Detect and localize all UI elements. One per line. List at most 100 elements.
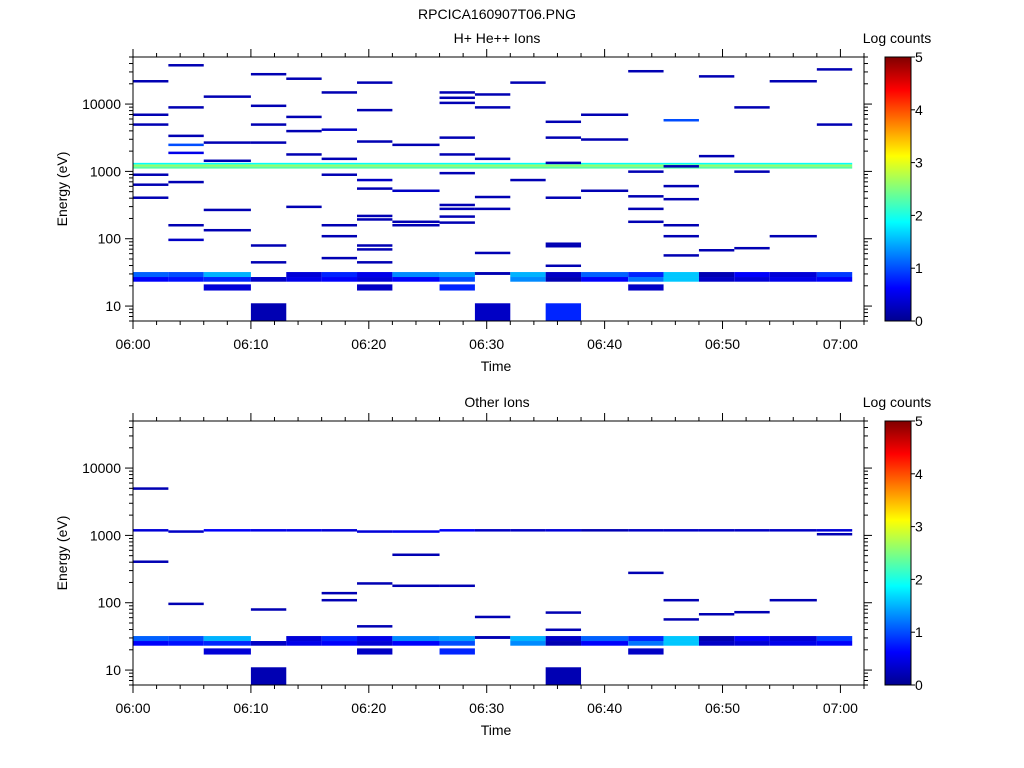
heatmap-cell	[392, 277, 440, 282]
heatmap-line	[474, 195, 511, 199]
heatmap-line	[250, 72, 287, 76]
heatmap-line	[628, 529, 664, 532]
heatmap-line	[510, 178, 546, 182]
heatmap-line	[769, 80, 817, 83]
heatmap-line	[769, 234, 817, 238]
colorbar-tick-label: 3	[915, 155, 923, 171]
heatmap-cell	[250, 667, 287, 685]
heatmap-line	[168, 180, 204, 184]
heatmap-cell	[816, 272, 853, 278]
heatmap-cell	[663, 272, 699, 278]
heatmap-line	[439, 529, 475, 532]
x-tick-label: 06:10	[233, 336, 268, 352]
heatmap-line	[286, 115, 322, 119]
heatmap-line	[357, 178, 393, 182]
heatmap-line	[545, 628, 582, 632]
heatmap-cell	[581, 277, 629, 282]
heatmap-line	[581, 113, 629, 116]
heatmap-line	[439, 101, 475, 105]
heatmap-cell	[510, 641, 546, 646]
heatmap-line	[474, 251, 511, 255]
colorbar-tick-label: 4	[915, 102, 923, 118]
heatmap-cell	[321, 277, 358, 282]
heatmap-cell	[581, 641, 629, 646]
heatmap-line	[286, 205, 322, 209]
heatmap-cell	[357, 277, 393, 282]
y-tick-label: 1000	[90, 163, 121, 179]
y-tick-label: 10	[105, 662, 121, 678]
heatmap-cell	[769, 636, 817, 642]
heatmap-line	[203, 228, 251, 232]
colorbar-tick-label: 4	[915, 466, 923, 482]
heatmap-cell	[286, 636, 322, 642]
heatmap-line	[734, 610, 770, 614]
x-tick-label: 06:20	[351, 336, 386, 352]
heatmap-line	[168, 106, 204, 109]
heatmap-cell	[357, 272, 393, 278]
heatmap-line	[250, 104, 287, 108]
heatmap-line	[321, 157, 358, 161]
heatmap-cell	[769, 641, 817, 646]
heatmap-line	[321, 173, 358, 176]
heatmap-cell	[168, 641, 204, 646]
heatmap-line	[357, 244, 393, 247]
heatmap-line	[698, 154, 735, 158]
heatmap-cell	[392, 641, 440, 646]
heatmap-line	[663, 223, 699, 227]
heatmap-line	[168, 143, 204, 147]
heatmap-line	[510, 81, 546, 84]
heatmap-cell	[545, 303, 582, 321]
heatmap-line	[133, 560, 169, 563]
heatmap-cell	[816, 277, 853, 282]
heatmap-line	[357, 261, 393, 264]
x-tick-label: 06:00	[115, 336, 150, 352]
heatmap-line	[321, 91, 358, 94]
heatmap-cell	[581, 636, 629, 642]
heatmap-line	[250, 141, 287, 144]
heatmap-line	[286, 153, 322, 156]
colorbar-tick-label: 1	[915, 624, 923, 640]
heatmap-line	[286, 77, 322, 80]
heatmap-line	[698, 249, 735, 252]
heatmap-line	[321, 234, 358, 238]
panel-0-x-axis-label: Time	[481, 358, 512, 374]
colorbar-tick-label: 5	[915, 49, 923, 65]
x-tick-label: 06:30	[469, 700, 504, 716]
heatmap-cell	[663, 641, 699, 646]
x-tick-label: 06:30	[469, 336, 504, 352]
heatmap-line	[439, 136, 475, 139]
panel-1-y-axis-label: Energy (eV)	[54, 516, 70, 591]
x-tick-label: 06:00	[115, 700, 150, 716]
heatmap-line	[474, 207, 511, 211]
heatmap-line	[392, 530, 440, 533]
x-tick-label: 06:10	[233, 700, 268, 716]
colorbar-tick-label: 1	[915, 260, 923, 276]
colorbar-tick-label: 0	[915, 313, 923, 329]
heatmap-line	[581, 138, 629, 141]
heatmap-cell	[357, 641, 393, 646]
heatmap-cell	[510, 277, 546, 282]
heatmap-cell	[698, 636, 735, 642]
heatmap-cell	[769, 272, 817, 278]
colorbar-tick-label: 3	[915, 519, 923, 535]
heatmap-line	[203, 208, 251, 212]
x-tick-label: 07:00	[823, 700, 858, 716]
heatmap-cell	[510, 272, 546, 278]
heatmap-cell	[250, 303, 287, 321]
heatmap-line	[628, 170, 664, 173]
y-tick-label: 10000	[82, 96, 121, 112]
heatmap-line	[321, 529, 358, 532]
heatmap-cell	[133, 272, 169, 278]
heatmap-line	[581, 529, 629, 532]
heatmap-line	[769, 529, 817, 532]
heatmap-line	[357, 625, 393, 628]
heatmap-cell	[628, 641, 664, 646]
heatmap-line	[545, 242, 582, 245]
heatmap-cell	[357, 636, 393, 642]
heatmap-line	[439, 171, 475, 175]
heatmap-line	[663, 234, 699, 238]
heatmap-line	[250, 244, 287, 247]
heatmap-line	[474, 157, 511, 161]
heatmap-line	[168, 151, 204, 155]
